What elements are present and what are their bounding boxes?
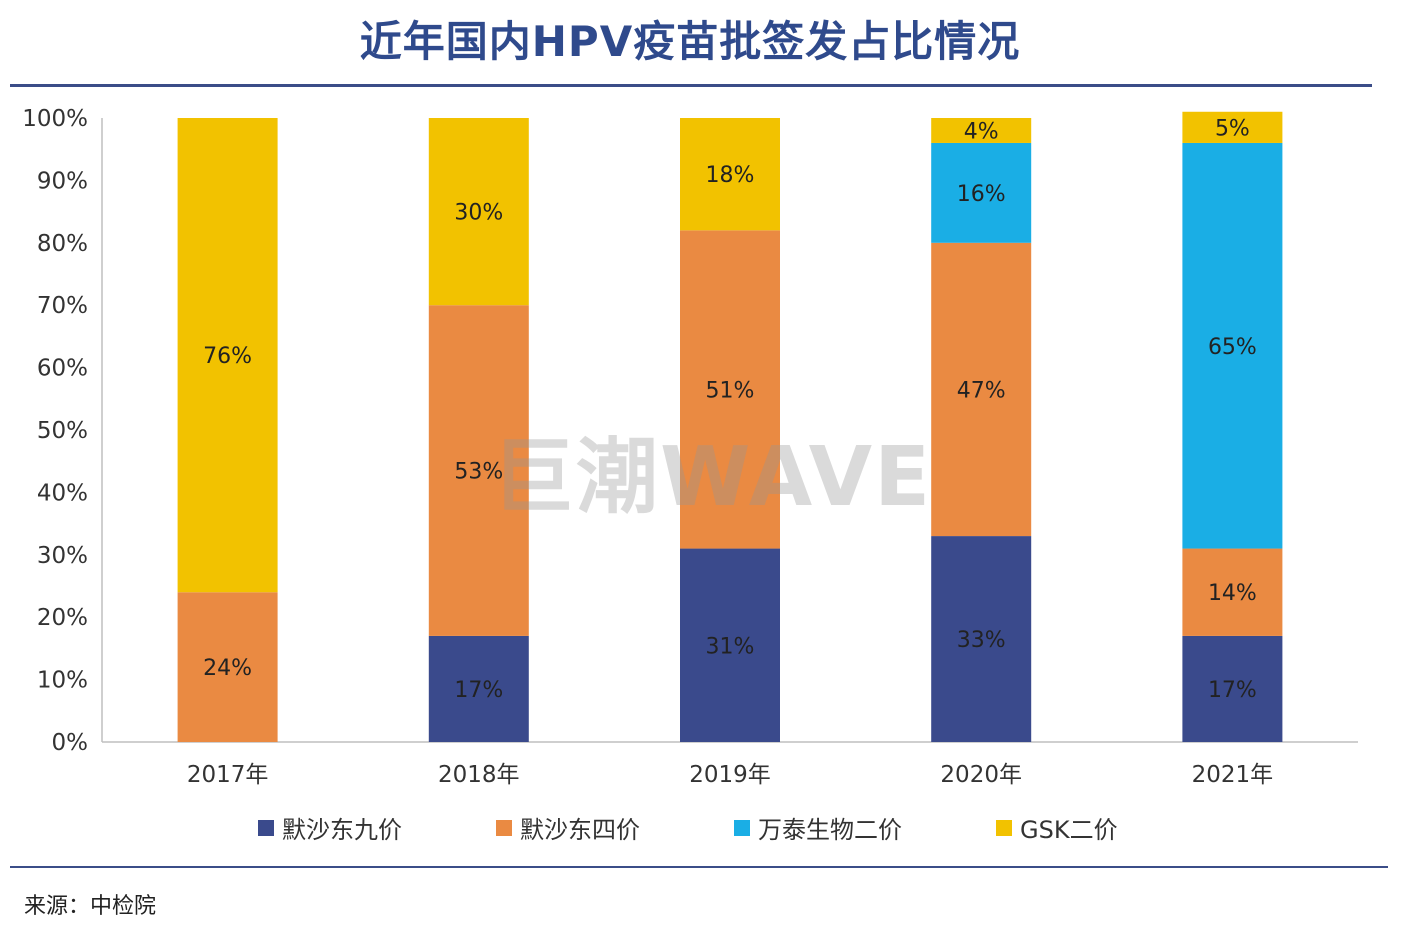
bar-segment [931,142,1032,243]
y-tick-label: 30% [37,543,88,569]
y-tick-label: 80% [37,231,88,257]
title-divider [10,84,1372,87]
bar-segment [177,118,278,593]
watermark: 巨潮WAVE [492,430,933,525]
bar-segment [1182,548,1283,636]
bar-segment [931,242,1032,537]
data-label: 53% [454,460,503,485]
stacked-bar-chart: 0% 10% 20% 30% 40% 50% 60% 70% 80% 90% 100% 24% 76% 2… [22,106,1358,788]
bar-segment [680,548,780,742]
legend-swatch [734,819,750,836]
legend-swatch [496,819,512,836]
legend-swatch [258,819,274,836]
data-label: 33% [957,628,1006,653]
data-label: 51% [706,378,755,403]
y-tick-label: 10% [37,668,88,694]
y-tick-label: 90% [37,168,88,194]
data-label: 47% [957,378,1006,403]
data-label: 14% [1208,581,1257,606]
x-tick-label: 2018年 [438,762,520,788]
y-tick-label: 60% [37,356,88,382]
bar-segment [931,118,1032,143]
bar-segment [177,592,278,742]
legend-swatch [996,819,1012,836]
legend-label: 默沙东四价 [520,816,640,844]
x-tick-label: 2021年 [1192,762,1274,788]
bar-segment [1182,635,1283,742]
bar-segment [428,305,529,636]
data-label: 17% [1208,678,1257,703]
data-label: 30% [454,201,503,226]
x-tick-label: 2019年 [689,762,771,788]
source-note: 来源：中检院 [24,894,157,919]
legend-item: 万泰生物二价 [734,810,902,845]
legend-item: GSK二价 [996,810,1118,845]
data-label: 16% [957,182,1006,207]
bar-segment [1182,142,1283,549]
data-label: 17% [454,678,503,703]
y-tick-label: 40% [37,480,88,506]
bar-segment [428,635,529,742]
legend-label: 默沙东九价 [282,816,402,844]
data-label: 65% [1208,335,1257,360]
bar-segment [428,118,529,306]
bar-segment [931,536,1032,742]
y-tick-label: 50% [37,418,88,444]
y-tick-label: 70% [37,293,88,319]
y-tick-label: 100% [22,106,88,132]
chart-legend: 默沙东九价 默沙东四价 万泰生物二价 GSK二价 [0,810,1421,846]
bar-segment [680,118,780,231]
y-tick-label: 0% [52,730,89,756]
legend-item: 默沙东四价 [496,810,640,845]
legend-label: GSK二价 [1020,816,1118,844]
legend-label: 万泰生物二价 [758,816,902,844]
y-tick-label: 20% [37,605,88,631]
footer-divider [10,866,1388,868]
data-label: 5% [1215,116,1250,141]
data-label: 76% [203,344,252,369]
data-label: 31% [706,634,755,659]
bar-segment [680,230,780,549]
data-label: 4% [964,119,999,144]
legend-item: 默沙东九价 [258,810,402,845]
x-tick-label: 2020年 [940,762,1022,788]
x-tick-label: 2017年 [187,762,269,788]
data-label: 24% [203,656,252,681]
data-label: 18% [706,163,755,188]
bar-segment [1182,111,1283,143]
chart-title: 近年国内HPV疫苗批签发占比情况 [359,17,1021,66]
